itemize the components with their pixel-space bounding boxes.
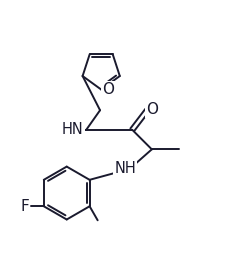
Text: NH: NH: [114, 162, 136, 177]
Text: HN: HN: [62, 122, 83, 137]
Text: O: O: [102, 82, 114, 97]
Text: F: F: [20, 199, 29, 214]
Text: O: O: [145, 101, 157, 116]
